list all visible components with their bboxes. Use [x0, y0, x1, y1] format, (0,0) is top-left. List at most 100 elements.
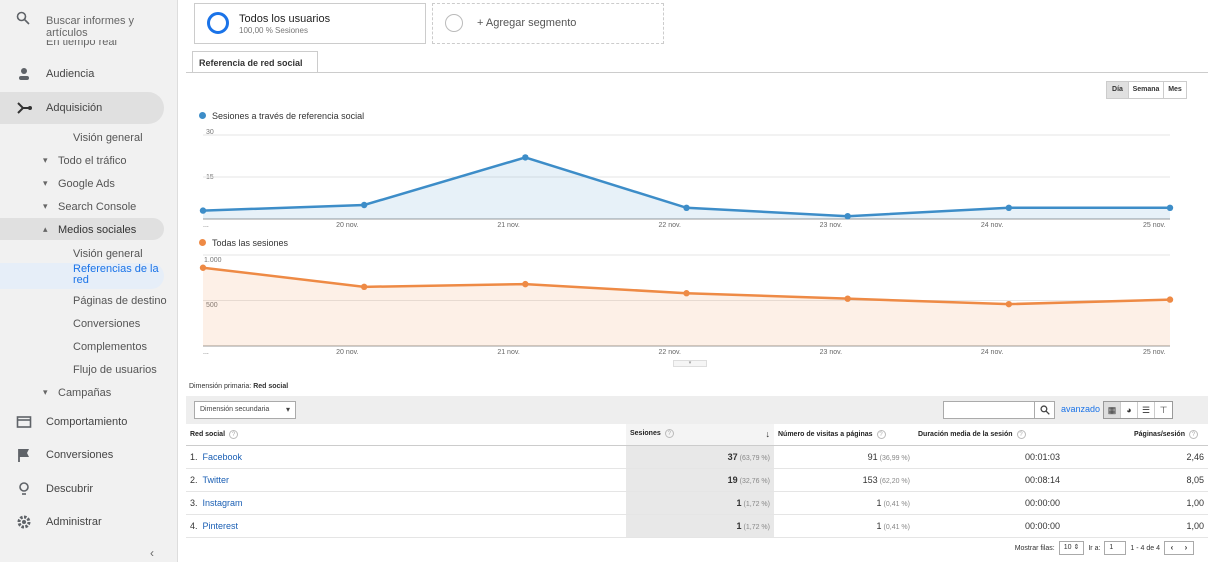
sidebar-item-comportamiento[interactable]: Comportamiento	[0, 406, 177, 438]
segment-all-users[interactable]: Todos los usuarios 100,00 % Sesiones	[194, 3, 426, 44]
gear-icon	[17, 515, 31, 529]
data-point[interactable]	[683, 204, 690, 211]
sidebar-active-bg	[0, 263, 164, 289]
sidebar-sub-google-ads[interactable]: Google Ads	[43, 178, 115, 190]
duration-value: 00:08:14	[1024, 474, 1060, 485]
acquisition-icon	[17, 102, 32, 114]
col-sesiones[interactable]: Sesiones? ↓	[626, 424, 774, 446]
duration-value: 00:00:00	[1024, 520, 1060, 531]
show-rows-label: Mostrar filas:	[1014, 544, 1055, 552]
data-point[interactable]	[1166, 204, 1174, 211]
cell-red-social: 3. Instagram	[186, 491, 626, 515]
person-icon	[19, 68, 29, 80]
cell-sesiones: 1 (1,72 %)	[626, 491, 774, 515]
add-segment-button[interactable]: + Agregar segmento	[432, 3, 664, 44]
row-index: 4.	[190, 520, 198, 531]
page-arrows: ‹ ›	[1164, 541, 1194, 555]
network-link[interactable]: Facebook	[202, 451, 243, 462]
tab-referencia-red-social[interactable]: Referencia de red social	[192, 51, 318, 73]
search-placeholder: Buscar informes y artículos	[46, 15, 135, 39]
chart1-svg	[199, 134, 1174, 220]
x-tick-label: ...	[203, 222, 209, 229]
advanced-filter-link[interactable]: avanzado	[1061, 404, 1101, 414]
pps-value: 2,46	[1186, 451, 1204, 462]
table-search-input[interactable]	[943, 401, 1035, 419]
window-icon	[16, 416, 32, 428]
sidebar-sub2-paginas-destino[interactable]: Páginas de destino	[73, 295, 167, 307]
cell-red-social: 2. Twitter	[186, 468, 626, 492]
period-week-button[interactable]: Semana	[1128, 81, 1164, 99]
series-area	[203, 157, 1170, 219]
prev-page-button[interactable]: ‹	[1170, 543, 1174, 552]
sidebar-item-administrar[interactable]: Administrar	[0, 506, 177, 538]
sidebar: Buscar informes y artículos En tiempo re…	[0, 0, 178, 562]
sidebar-item-audiencia[interactable]: Audiencia	[0, 58, 177, 90]
primary-dimension-value[interactable]: Red social	[253, 383, 289, 390]
cell-visitas: 1 (0,41 %)	[774, 514, 914, 538]
network-link[interactable]: Pinterest	[202, 520, 239, 531]
goto-page-input[interactable]: 1	[1104, 541, 1127, 555]
chart-expand-handle[interactable]: ▾	[673, 360, 707, 367]
period-day-button[interactable]: Día	[1106, 81, 1129, 99]
network-link[interactable]: Twitter	[202, 474, 230, 485]
sidebar-item-adquisicion[interactable]: Adquisición	[0, 92, 164, 124]
rows-per-page-select[interactable]: 10 ⇕	[1058, 541, 1085, 555]
sidebar-sub2-conversiones[interactable]: Conversiones	[73, 318, 141, 330]
sidebar-sub2-vision-general[interactable]: Visión general	[73, 248, 143, 260]
data-point[interactable]	[522, 280, 529, 288]
table-search-button[interactable]	[1035, 401, 1055, 419]
secondary-dimension-select[interactable]: Dimensión secundaria	[194, 401, 296, 419]
views-value: 153	[862, 474, 878, 485]
bar-view-icon[interactable]: ☰	[1138, 402, 1155, 418]
next-page-button[interactable]: ›	[1184, 543, 1188, 552]
views-pct: (0,41 %)	[883, 523, 910, 531]
sidebar-search[interactable]: Buscar informes y artículos	[0, 0, 177, 40]
data-point[interactable]	[1005, 300, 1013, 308]
collapse-sidebar-icon[interactable]: ‹	[150, 546, 154, 560]
sidebar-sub-campanas[interactable]: Campañas	[43, 387, 111, 399]
x-tick-label: ...	[203, 349, 209, 356]
data-point[interactable]	[683, 290, 690, 297]
row-index: 2.	[190, 474, 198, 485]
data-point[interactable]	[844, 295, 851, 302]
data-point[interactable]	[199, 207, 207, 214]
sidebar-sub-medios-sociales[interactable]: Medios sociales	[43, 224, 136, 236]
cell-visitas: 153 (62,20 %)	[774, 468, 914, 492]
data-point[interactable]	[360, 201, 368, 209]
network-link[interactable]: Instagram	[202, 497, 243, 508]
cell-sesiones: 37 (63,79 %)	[626, 445, 774, 469]
add-segment-ring-icon	[445, 14, 463, 32]
data-point[interactable]	[360, 283, 368, 291]
sidebar-sub2-flujo-usuarios[interactable]: Flujo de usuarios	[73, 364, 157, 376]
table-view-switcher: ▦ ◕ ☰ ⊤	[1103, 401, 1173, 419]
sidebar-sub2-referencias[interactable]: Referencias de la red	[73, 263, 159, 286]
sidebar-sub-vision-general[interactable]: Visión general	[73, 132, 143, 144]
sidebar-sub2-complementos[interactable]: Complementos	[73, 341, 147, 353]
data-point[interactable]	[1166, 296, 1174, 303]
sidebar-item-label: Administrar	[46, 516, 102, 528]
sidebar-item-label: Adquisición	[46, 102, 103, 114]
sidebar-item-conversiones[interactable]: Conversiones	[0, 439, 177, 471]
col-red-social[interactable]: Red social?	[186, 424, 626, 446]
main-content: Todos los usuarios 100,00 % Sesiones + A…	[178, 0, 1208, 562]
views-pct: (36,99 %)	[879, 454, 910, 462]
chart1-legend: Sesiones a través de referencia social	[199, 111, 364, 121]
pie-view-icon[interactable]: ◕	[1121, 402, 1138, 418]
sidebar-sub-search-console[interactable]: Search Console	[43, 201, 136, 213]
col-duracion[interactable]: Duración media de la sesión?	[914, 424, 1064, 446]
period-month-button[interactable]: Mes	[1163, 81, 1187, 99]
data-point[interactable]	[199, 264, 207, 271]
sessions-value: 1	[736, 497, 742, 508]
data-point[interactable]	[522, 154, 529, 161]
sidebar-item-descubrir[interactable]: Descubrir	[0, 473, 177, 505]
x-tick-label: 21 nov.	[497, 222, 520, 229]
pivot-view-icon[interactable]: ⊤	[1155, 402, 1172, 418]
col-visitas[interactable]: Número de visitas a páginas?	[774, 424, 914, 446]
sidebar-sub-todo-trafico[interactable]: Todo el tráfico	[43, 155, 127, 167]
primary-dimension-label: Dimensión primaria:	[189, 383, 252, 390]
col-paginas-sesion[interactable]: Páginas/sesión?	[1064, 424, 1208, 446]
data-point[interactable]	[1005, 204, 1013, 211]
cell-duracion: 00:01:03	[914, 445, 1064, 469]
data-point[interactable]	[844, 213, 851, 220]
grid-view-icon[interactable]: ▦	[1104, 402, 1121, 418]
